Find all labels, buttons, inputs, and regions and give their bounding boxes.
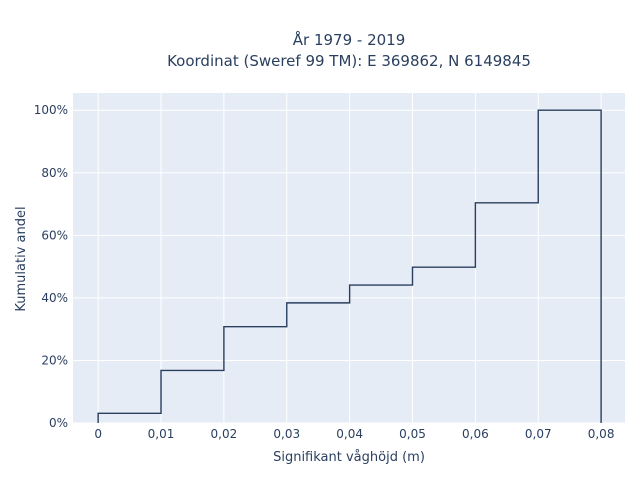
- x-tick-labels: 0 0,01 0,02 0,03 0,04 0,05 0,06 0,07 0,08: [94, 427, 614, 441]
- x-tick-label: 0,04: [336, 427, 363, 441]
- y-tick-label: 60%: [41, 228, 68, 242]
- y-tick-label: 0%: [49, 416, 68, 430]
- x-tick-label: 0: [94, 427, 102, 441]
- x-tick-label: 0,07: [525, 427, 552, 441]
- x-tick-label: 0,03: [273, 427, 300, 441]
- plot-area: [73, 93, 625, 423]
- y-axis-title: Kumulativ andel: [14, 206, 29, 311]
- y-tick-label: 20%: [41, 353, 68, 367]
- x-tick-label: 0,06: [462, 427, 489, 441]
- y-tick-labels: 0% 20% 40% 60% 80% 100%: [34, 103, 68, 430]
- x-tick-label: 0,05: [399, 427, 426, 441]
- y-tick-label: 40%: [41, 291, 68, 305]
- x-tick-label: 0,08: [588, 427, 615, 441]
- y-tick-label: 80%: [41, 166, 68, 180]
- data-series: [97, 109, 602, 423]
- y-tick-label: 100%: [34, 103, 68, 117]
- x-axis-title: Signifikant våghöjd (m): [273, 450, 425, 465]
- x-tick-label: 0,01: [148, 427, 175, 441]
- series-line: [97, 109, 602, 423]
- x-tick-label: 0,02: [211, 427, 238, 441]
- chart-title: År 1979 - 2019 Koordinat (Sweref 99 TM):…: [167, 30, 531, 70]
- chart-title-line1: År 1979 - 2019: [293, 30, 406, 49]
- chart-title-line2: Koordinat (Sweref 99 TM): E 369862, N 61…: [167, 52, 531, 70]
